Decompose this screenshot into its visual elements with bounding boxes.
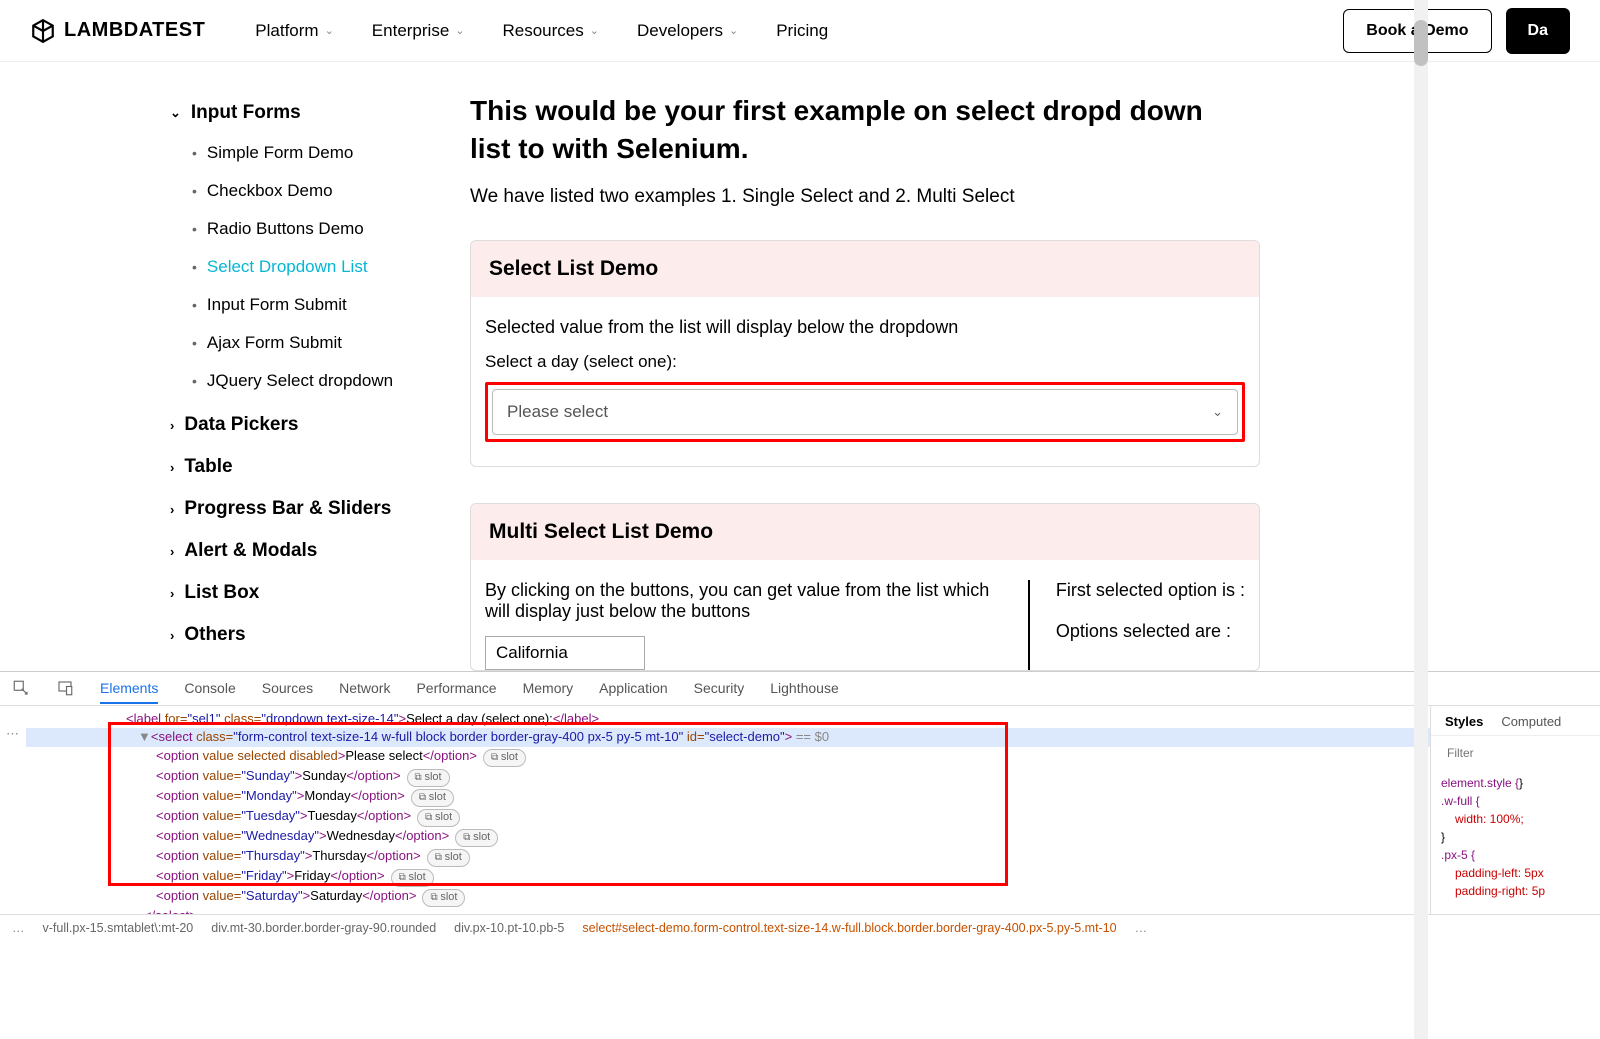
sidebar-item[interactable]: Checkbox Demo (192, 172, 470, 210)
chevron-down-icon: ⌄ (590, 24, 599, 37)
styles-tabs: Styles Computed (1431, 706, 1600, 736)
nav-developers[interactable]: Developers⌄ (637, 21, 738, 41)
chevron-down-icon: ⌄ (325, 24, 334, 37)
tab-styles[interactable]: Styles (1445, 714, 1483, 729)
nav-pricing[interactable]: Pricing (776, 21, 828, 41)
chevron-right-icon: › (170, 418, 174, 433)
chevron-right-icon: › (170, 586, 174, 601)
chevron-right-icon: › (170, 460, 174, 475)
chevron-right-icon: › (170, 544, 174, 559)
sidebar-group-head[interactable]: ›Table (170, 446, 470, 488)
nav-resources[interactable]: Resources⌄ (503, 21, 599, 41)
chevron-down-icon: ⌄ (170, 105, 181, 121)
chevron-right-icon: › (170, 628, 174, 643)
sidebar: ⌄Input Forms Simple Form DemoCheckbox De… (0, 92, 470, 671)
chevron-down-icon: ⌄ (729, 24, 738, 37)
breadcrumb[interactable]: … v-full.px-15.smtablet\:mt-20 div.mt-30.… (0, 914, 1600, 941)
breadcrumb-segment[interactable]: v-full.px-15.smtablet\:mt-20 (43, 921, 194, 935)
header-actions: Book a Demo Da (1343, 8, 1570, 54)
css-rules[interactable]: element.style {}.w-full {width: 100%;}.p… (1431, 770, 1600, 904)
device-icon[interactable] (56, 679, 74, 697)
sidebar-group-input-forms: ⌄Input Forms Simple Form DemoCheckbox De… (170, 92, 470, 400)
sidebar-item[interactable]: Radio Buttons Demo (192, 210, 470, 248)
sidebar-group-head[interactable]: ›Alert & Modals (170, 530, 470, 572)
chevron-down-icon: ⌄ (1212, 404, 1223, 420)
sidebar-item[interactable]: Simple Form Demo (192, 134, 470, 172)
devtools-tab[interactable]: Memory (523, 680, 574, 696)
card-head: Select List Demo (471, 241, 1259, 297)
devtools-panel: Elements Console Sources Network Performance… (0, 671, 1600, 941)
page-body: ⌄Input Forms Simple Form DemoCheckbox De… (0, 62, 1600, 671)
sidebar-group-head[interactable]: ›Progress Bar & Sliders (170, 488, 470, 530)
sidebar-head-input-forms[interactable]: ⌄Input Forms (170, 92, 470, 134)
chevron-down-icon: ⌄ (455, 24, 464, 37)
sidebar-group-head[interactable]: ›Data Pickers (170, 404, 470, 446)
elements-tree[interactable]: ⋯ <label for="sel1" class="dropdown text… (0, 706, 1430, 914)
breadcrumb-segment[interactable]: div.mt-30.border.border-gray-90.rounded (211, 921, 436, 935)
card-desc: By clicking on the buttons, you can get … (485, 580, 998, 622)
options-selected-label: Options selected are : (1056, 621, 1245, 642)
page-title: This would be your first example on sele… (470, 92, 1250, 168)
inspect-icon[interactable] (12, 679, 30, 697)
multi-select[interactable]: California (485, 636, 645, 670)
ellipsis-icon: … (12, 921, 25, 935)
chevron-right-icon: › (170, 502, 174, 517)
nav-enterprise[interactable]: Enterprise⌄ (372, 21, 465, 41)
top-header: LAMBDATEST Platform⌄ Enterprise⌄ Resourc… (0, 0, 1600, 62)
breadcrumb-segment[interactable]: select#select-demo.form-control.text-siz… (582, 921, 1116, 935)
devtools-tab[interactable]: Elements (100, 680, 158, 704)
highlight-box (108, 722, 1008, 886)
styles-panel: Styles Computed element.style {}.w-full … (1430, 706, 1600, 914)
day-select[interactable]: Please select ⌄ (492, 389, 1238, 435)
ellipsis-icon: ⋯ (6, 726, 19, 742)
dashboard-button[interactable]: Da (1506, 8, 1570, 54)
brand-text: LAMBDATEST (64, 19, 205, 42)
devtools-tab[interactable]: Console (184, 680, 235, 696)
first-selected-label: First selected option is : (1056, 580, 1245, 601)
multi-select-card: Multi Select List Demo By clicking on th… (470, 503, 1260, 671)
card-head: Multi Select List Demo (471, 504, 1259, 560)
filter-input[interactable] (1441, 742, 1590, 764)
nav-platform[interactable]: Platform⌄ (255, 21, 334, 41)
devtools-tab[interactable]: Sources (262, 680, 313, 696)
devtools-tab[interactable]: Application (599, 680, 668, 696)
devtools-tab[interactable]: Network (339, 680, 390, 696)
page-subtitle: We have listed two examples 1. Single Se… (470, 186, 1540, 208)
highlight-box: Please select ⌄ (485, 382, 1245, 442)
select-placeholder: Please select (507, 402, 608, 422)
devtools-tab[interactable]: Lighthouse (770, 680, 839, 696)
devtools-tabs: Elements Console Sources Network Performance… (0, 672, 1600, 706)
logo[interactable]: LAMBDATEST (30, 18, 205, 44)
sidebar-item[interactable]: Input Form Submit (192, 286, 470, 324)
devtools-body: ⋯ <label for="sel1" class="dropdown text… (0, 706, 1600, 914)
select-label: Select a day (select one): (485, 352, 1245, 372)
sidebar-group-head[interactable]: ›List Box (170, 572, 470, 614)
select-list-card: Select List Demo Selected value from the… (470, 240, 1260, 467)
sidebar-item[interactable]: Ajax Form Submit (192, 324, 470, 362)
logo-icon (30, 18, 56, 44)
header-nav: Platform⌄ Enterprise⌄ Resources⌄ Develop… (255, 21, 1343, 41)
devtools-tab[interactable]: Performance (416, 680, 496, 696)
card-desc: Selected value from the list will displa… (485, 317, 1245, 338)
scrollbar[interactable] (1414, 0, 1428, 1039)
sidebar-group-head[interactable]: ›Others (170, 614, 470, 656)
multi-select-output: First selected option is : Options selec… (1028, 580, 1245, 670)
breadcrumb-segment[interactable]: div.px-10.pt-10.pb-5 (454, 921, 564, 935)
sidebar-item[interactable]: Select Dropdown List (192, 248, 470, 286)
main-content: This would be your first example on sele… (470, 92, 1600, 671)
tab-computed[interactable]: Computed (1501, 714, 1561, 729)
devtools-tab[interactable]: Security (694, 680, 745, 696)
sidebar-item[interactable]: JQuery Select dropdown (192, 362, 470, 400)
